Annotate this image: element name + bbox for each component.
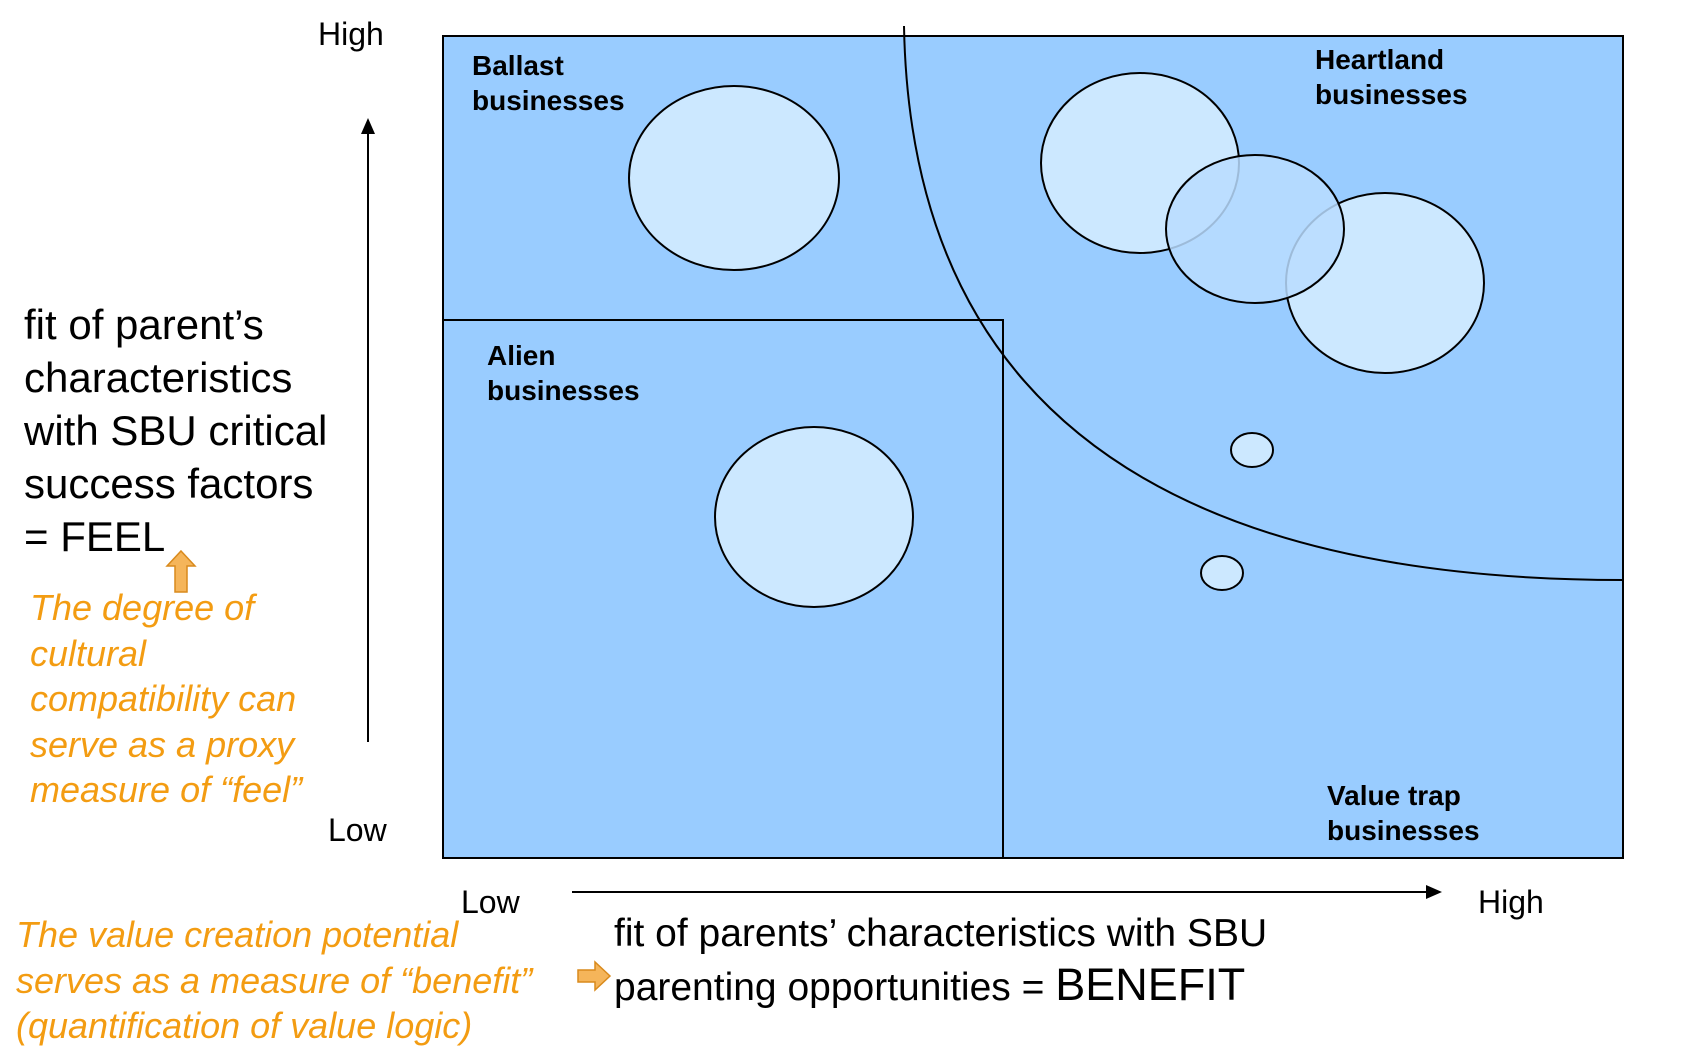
x-axis-low-label: Low: [461, 884, 520, 920]
x-axis-title-text: parenting opportunities =: [614, 966, 1056, 1009]
valuetrap-region-label: Value trap businesses: [1327, 778, 1480, 848]
heartland-business-bubble-2: [1165, 154, 1345, 304]
heartland-region-label: Heartland businesses: [1315, 42, 1468, 112]
y-axis-title-line: success factors: [24, 460, 314, 507]
x-axis-high-label: High: [1478, 884, 1544, 920]
y-axis-note-line: serve as a proxy: [30, 723, 295, 765]
y-axis-note-line: cultural: [30, 632, 147, 674]
y-axis-title-line: fit of parent’s: [24, 301, 264, 348]
alien-region-label: Alien businesses: [487, 338, 640, 408]
valuetrap-label-line: businesses: [1327, 815, 1480, 846]
x-axis-note-line: (quantification of value logic): [16, 1005, 473, 1046]
ballast-business-bubble: [628, 85, 840, 271]
x-axis-note-line: serves as a measure of “benefit”: [16, 959, 533, 1001]
ballast-label-line: Ballast: [472, 50, 564, 81]
x-axis-note: The value creation potential serves as a…: [16, 912, 532, 1049]
x-axis-arrowhead: [1426, 885, 1442, 899]
y-axis-note-line: compatibility can: [30, 678, 297, 719]
x-axis-title-line: parenting opportunities = BENEFIT: [614, 959, 1267, 1013]
x-axis-note-line: The value creation potential: [16, 914, 459, 955]
y-axis-note-line: measure of “feel”: [30, 769, 303, 810]
y-axis-arrowhead: [361, 118, 375, 134]
heartland-region-arc: [903, 25, 1624, 581]
ballast-region-label: Ballast businesses: [472, 48, 625, 118]
x-axis-title-benefit: BENEFIT: [1055, 959, 1246, 1010]
y-axis-low-label: Low: [328, 812, 387, 848]
alien-label-line: businesses: [487, 375, 640, 406]
small-business-bubble-valuetrap: [1200, 555, 1244, 591]
x-axis-title: fit of parents’ characteristics with SBU…: [614, 908, 1267, 1013]
y-axis-title-line: with SBU critical: [24, 407, 328, 454]
small-business-bubble-heartland: [1230, 432, 1274, 468]
y-axis-title-line: characteristics: [24, 354, 293, 401]
alien-business-bubble: [714, 426, 914, 608]
y-axis-note: The degree of cultural compatibility can…: [30, 585, 340, 813]
x-axis-title-line: fit of parents’ characteristics with SBU: [614, 912, 1268, 955]
alien-label-line: Alien: [487, 340, 556, 371]
heartland-label-line: businesses: [1315, 79, 1468, 110]
heartland-label-line: Heartland: [1315, 44, 1445, 75]
valuetrap-label-line: Value trap: [1327, 780, 1461, 811]
ballast-label-line: businesses: [472, 85, 625, 116]
feel-up-arrow-icon: [165, 549, 197, 593]
y-axis-high-label: High: [318, 16, 384, 52]
matrix-background: [442, 35, 1624, 859]
alien-region-box: [442, 319, 1004, 859]
y-axis-title-line: = FEEL: [24, 513, 166, 560]
y-axis-title: fit of parent’s characteristics with SBU…: [24, 298, 374, 563]
benefit-right-arrow-icon: [577, 960, 612, 992]
y-axis-note-line: The degree of: [30, 587, 255, 628]
